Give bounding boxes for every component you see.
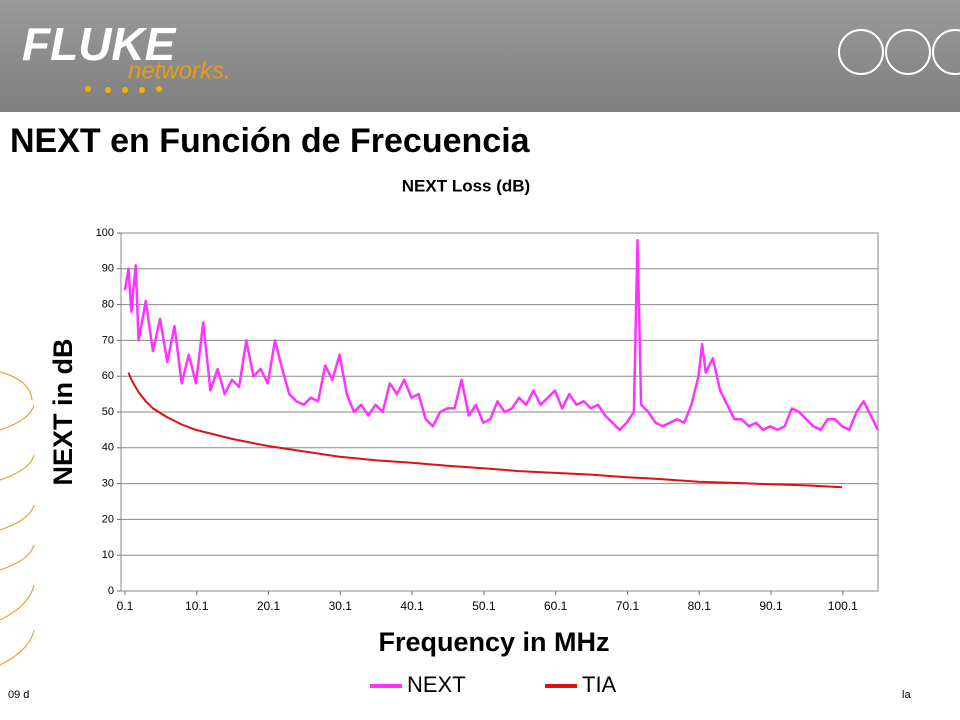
x-axis-label: Frequency in MHz [378,627,609,657]
logo-sub: networks. [128,57,231,84]
logo: FLUKE [22,18,177,70]
header-circles [838,29,960,75]
x-tick-label: 0.1 [117,599,134,613]
slide-title: NEXT en Función de Frecuencia [10,122,531,160]
x-tick-label: 50.1 [472,599,496,613]
y-tick-label: 100 [96,227,114,239]
y-tick-label: 20 [102,513,114,525]
decor-arcs [0,371,35,666]
legend-label: TIA [582,672,617,697]
x-tick-label: 30.1 [329,599,353,613]
chart-title: NEXT Loss (dB) [402,176,530,195]
plot-frame [120,232,879,592]
footer-left: 09 d [8,689,29,701]
x-tick-label: 10.1 [185,599,209,613]
y-tick-label: 30 [102,478,114,490]
y-tick-label: 60 [102,370,114,382]
y-tick-label: 40 [102,442,114,454]
footer-right: la [902,689,911,701]
y-tick-label: 90 [102,263,114,275]
logo-dots [85,86,162,93]
y-tick-label: 10 [102,549,114,561]
y-tick-label: 80 [102,299,114,311]
x-tick-label: 90.1 [759,599,783,613]
x-tick-label: 60.1 [544,599,568,613]
y-tick-label: 70 [102,334,114,346]
series-line [123,238,880,432]
y-tick-label: 0 [108,585,114,597]
header-band [0,0,960,112]
y-tick-label: 50 [102,406,114,418]
y-axis-label: NEXT in dB [48,339,78,486]
x-tick-label: 80.1 [688,599,712,613]
legend-label: NEXT [407,672,466,697]
x-tick-label: 40.1 [400,599,424,613]
x-tick-label: 100.1 [828,599,858,613]
x-tick-label: 70.1 [616,599,640,613]
series-line [127,372,843,489]
x-tick-label: 20.1 [257,599,281,613]
